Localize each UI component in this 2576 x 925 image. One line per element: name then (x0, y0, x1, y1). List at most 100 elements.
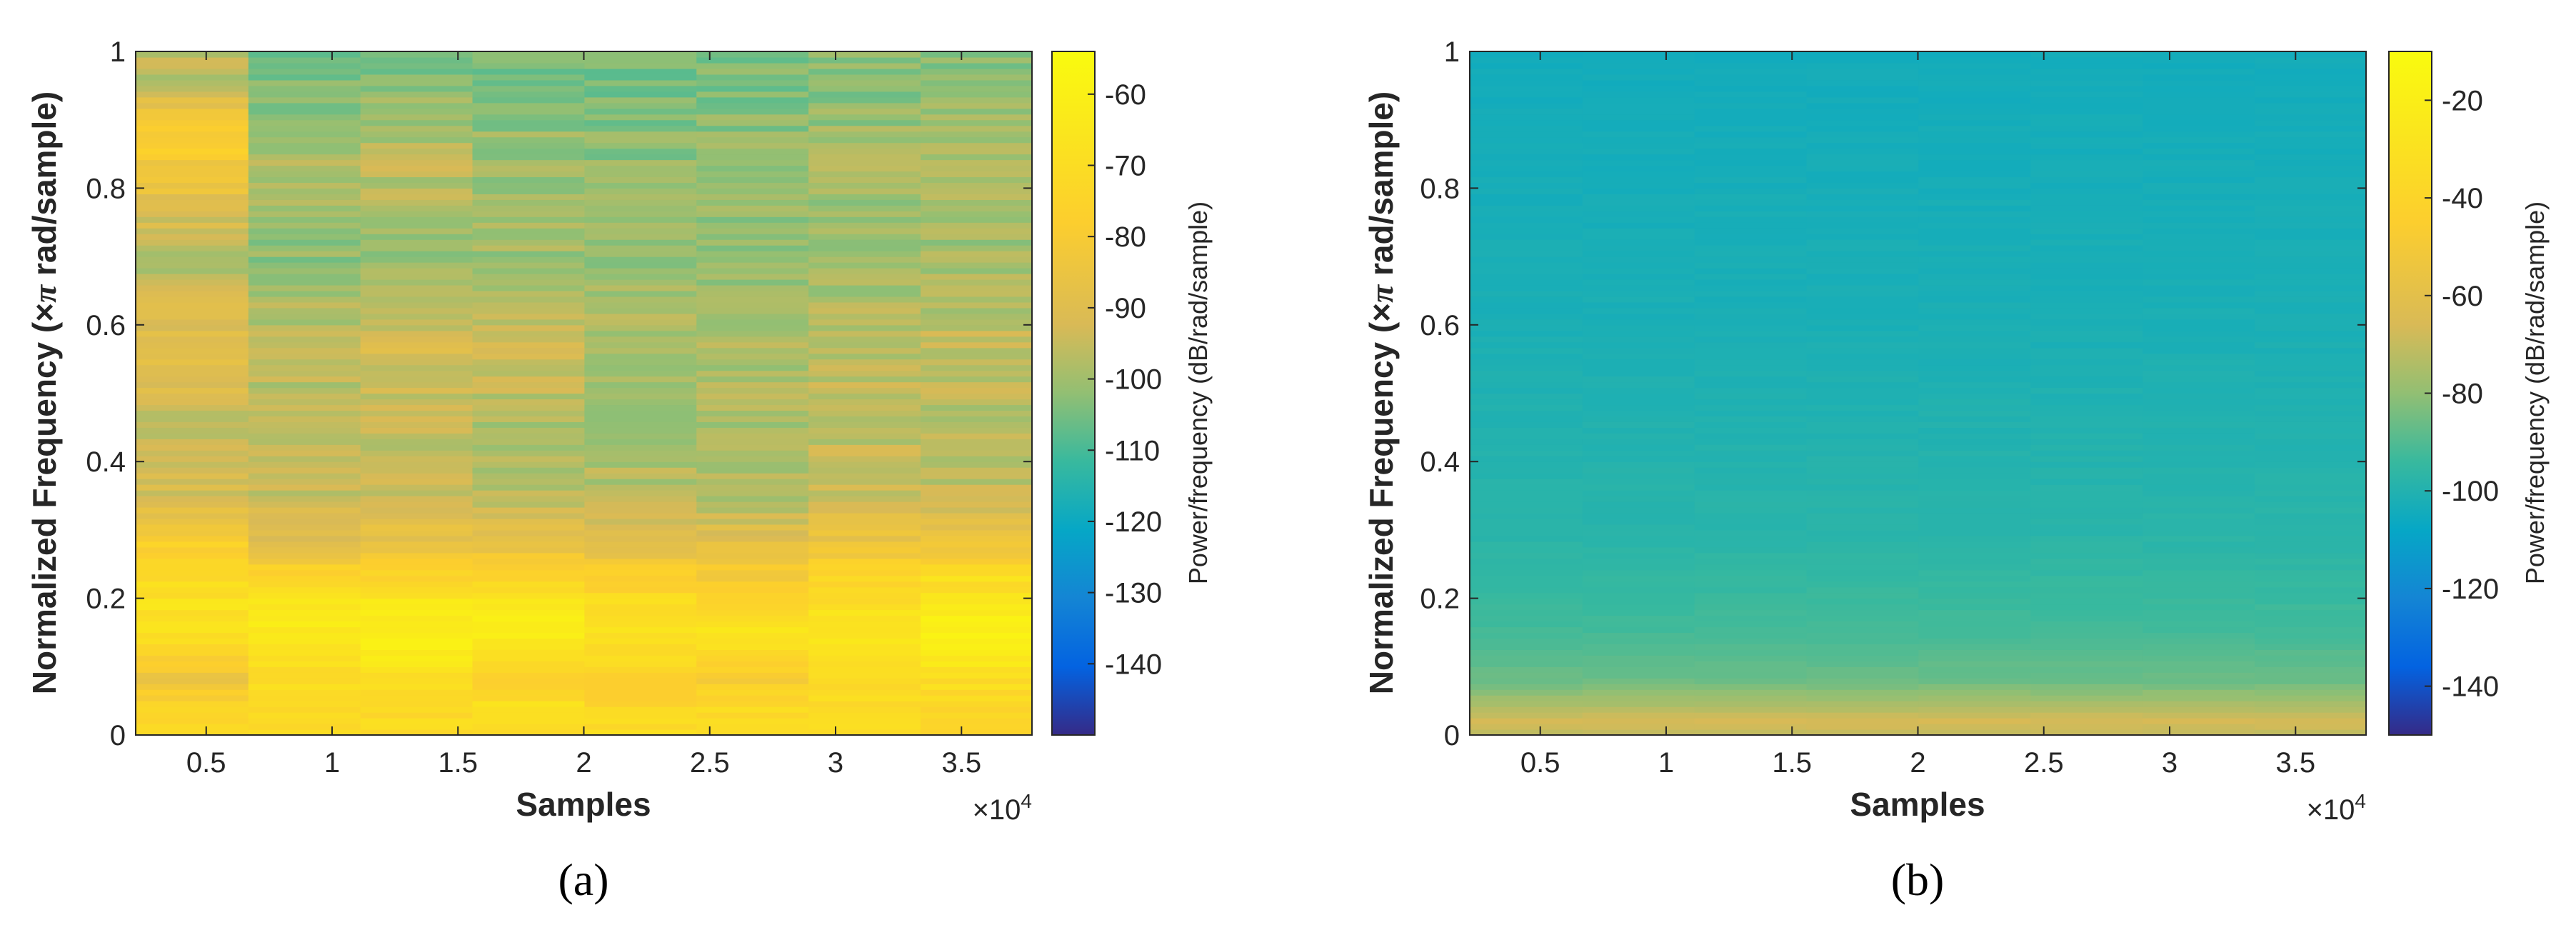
spectrogram-cell (1806, 615, 1919, 622)
spectrogram-cell (808, 91, 921, 98)
spectrogram-cell (136, 176, 249, 184)
spectrogram-cell (136, 467, 249, 474)
spectrogram-cell (2255, 729, 2367, 736)
spectrogram-cell (2255, 552, 2367, 559)
spectrogram-cell (136, 649, 249, 656)
spectrogram-cell (472, 433, 585, 439)
spectrogram-cell (472, 461, 585, 468)
colorbar-tick-label: -100 (2442, 476, 2499, 507)
spectrogram-cell (1694, 176, 1808, 184)
spectrogram-cell (1470, 490, 1583, 496)
spectrogram-cell (1582, 148, 1695, 155)
spectrogram-cell (808, 461, 921, 468)
spectrogram-cell (2143, 341, 2255, 349)
spectrogram-cell (2143, 256, 2255, 263)
spectrogram-cell (1470, 239, 1583, 246)
spectrogram-cell (1582, 251, 1695, 257)
spectrogram-cell (472, 176, 585, 184)
spectrogram-cell (1806, 404, 1919, 411)
spectrogram-cell (1470, 439, 1583, 445)
spectrogram-cell (136, 301, 249, 309)
spectrogram-cell (1582, 51, 1695, 58)
spectrogram-cell (136, 638, 249, 644)
spectrogram-cell (921, 353, 1033, 360)
spectrogram-cell (136, 724, 249, 730)
spectrogram-cell (1470, 541, 1583, 548)
spectrogram-cell (696, 524, 809, 531)
spectrogram-cell (584, 490, 697, 496)
spectrogram-cell (472, 307, 585, 314)
spectrogram-cell (248, 245, 361, 251)
spectrogram-cell (136, 404, 249, 411)
spectrogram-cell (360, 541, 473, 548)
spectrogram-cell (1470, 341, 1583, 349)
spectrogram-cell (2255, 518, 2367, 525)
spectrogram-cell (1918, 501, 2031, 508)
spectrogram-cell (696, 546, 809, 554)
spectrogram-cell (1918, 609, 2031, 616)
spectrogram-cell (921, 604, 1033, 611)
spectrogram-cell (248, 341, 361, 349)
spectrogram-cell (696, 290, 809, 297)
spectrogram-cell (248, 655, 361, 661)
spectrogram-cell (360, 609, 473, 616)
spectrogram-cell (921, 598, 1033, 605)
spectrogram-cell (808, 729, 921, 736)
spectrogram-cell (808, 279, 921, 286)
spectrogram-cell (921, 370, 1033, 377)
colorbar-tick-label: -140 (1105, 649, 1162, 680)
spectrogram-cell (921, 182, 1033, 189)
spectrogram-cell (921, 176, 1033, 184)
spectrogram-cell (584, 684, 697, 690)
spectrogram-cell (1918, 330, 2031, 337)
spectrogram-cell (136, 718, 249, 724)
spectrogram-cell (472, 701, 585, 707)
spectrogram-cell (1918, 148, 2031, 155)
spectrogram-cell (921, 490, 1033, 496)
spectrogram-cell (584, 222, 697, 229)
spectrogram-cell (2030, 79, 2143, 86)
spectrogram-cell (1470, 450, 1583, 456)
spectrogram-cell (136, 62, 249, 69)
spectrogram-cell (2255, 626, 2367, 634)
spectrogram-cell (1470, 575, 1583, 582)
spectrogram-cell (1694, 473, 1808, 479)
spectrogram-cell (2143, 615, 2255, 622)
spectrogram-cell (360, 296, 473, 303)
spectrogram-cell (808, 68, 921, 75)
spectrogram-cell (1806, 324, 1919, 331)
spectrogram-cell (1582, 512, 1695, 519)
spectrogram-cell (584, 319, 697, 326)
spectrogram-cell (136, 529, 249, 536)
spectrogram-cell (2255, 85, 2367, 92)
spectrogram-cell (2030, 684, 2143, 690)
spectrogram-cell (1582, 301, 1695, 309)
spectrogram-cell (1582, 234, 1695, 240)
spectrogram-cell (136, 507, 249, 514)
spectrogram-cell (2255, 347, 2367, 354)
spectrogram-cell (696, 56, 809, 64)
spectrogram-cell (2143, 370, 2255, 377)
spectrogram-cell (1470, 188, 1583, 194)
spectrogram-cell (2255, 638, 2367, 644)
spectrogram-cell (136, 421, 249, 428)
spectrogram-cell (248, 569, 361, 576)
y-tick-label: 0.8 (86, 173, 126, 204)
spectrogram-cell (472, 284, 585, 291)
spectrogram-cell (1806, 706, 1919, 713)
spectrogram-cell (808, 706, 921, 713)
spectrogram-cell (360, 353, 473, 360)
spectrogram-cell (921, 268, 1033, 274)
spectrogram-cell (921, 524, 1033, 531)
spectrogram-cell (1694, 319, 1808, 326)
spectrogram-cell (472, 159, 585, 166)
spectrogram-cell (921, 706, 1033, 713)
spectrogram-cell (2030, 102, 2143, 109)
spectrogram-cell (1918, 188, 2031, 194)
spectrogram-cell (808, 131, 921, 138)
spectrogram-cell (136, 569, 249, 576)
spectrogram-cell (1694, 256, 1808, 263)
spectrogram-cell (360, 324, 473, 331)
spectrogram-a (136, 51, 1033, 736)
spectrogram-cell (472, 108, 585, 115)
